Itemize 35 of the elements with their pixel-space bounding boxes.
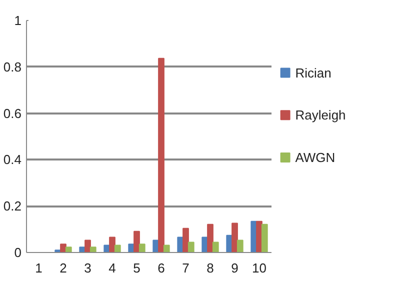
bar (212, 242, 219, 252)
bar (163, 244, 170, 252)
bar (84, 240, 91, 252)
bar (261, 224, 268, 252)
bar (236, 240, 244, 252)
bar (207, 224, 214, 252)
bar (65, 246, 72, 252)
x-tick-label: 1 (35, 260, 42, 276)
x-tick-label: 5 (133, 260, 140, 276)
x-tick-label: 2 (60, 260, 67, 276)
x-tick-label: 8 (206, 260, 214, 276)
bar (232, 222, 238, 252)
bar (109, 236, 116, 252)
x-tick-label: 7 (182, 260, 190, 276)
x-tick-label: 3 (84, 260, 92, 276)
bar (158, 58, 164, 252)
bar (182, 228, 189, 252)
bar (134, 230, 140, 252)
bar (114, 244, 121, 252)
x-tick-label: 6 (158, 260, 165, 276)
x-tick-label: 10 (252, 260, 266, 276)
y-tick-label: 1 (14, 13, 22, 28)
y-tick-label: 0.6 (3, 106, 22, 121)
x-tick-label: 4 (108, 260, 116, 276)
legend-label: Rician (295, 65, 332, 80)
y-tick-label: 0.8 (3, 59, 22, 74)
bar (90, 246, 96, 252)
legend-label: Rayleigh (295, 108, 346, 123)
bar (138, 244, 146, 252)
y-tick-label: 0.4 (3, 152, 22, 168)
y-tick-label: 0 (14, 245, 22, 260)
x-tick-label: 9 (231, 260, 238, 276)
bar (188, 242, 194, 252)
legend-label: AWGN (295, 150, 336, 165)
y-tick-label: 0.2 (3, 198, 22, 214)
